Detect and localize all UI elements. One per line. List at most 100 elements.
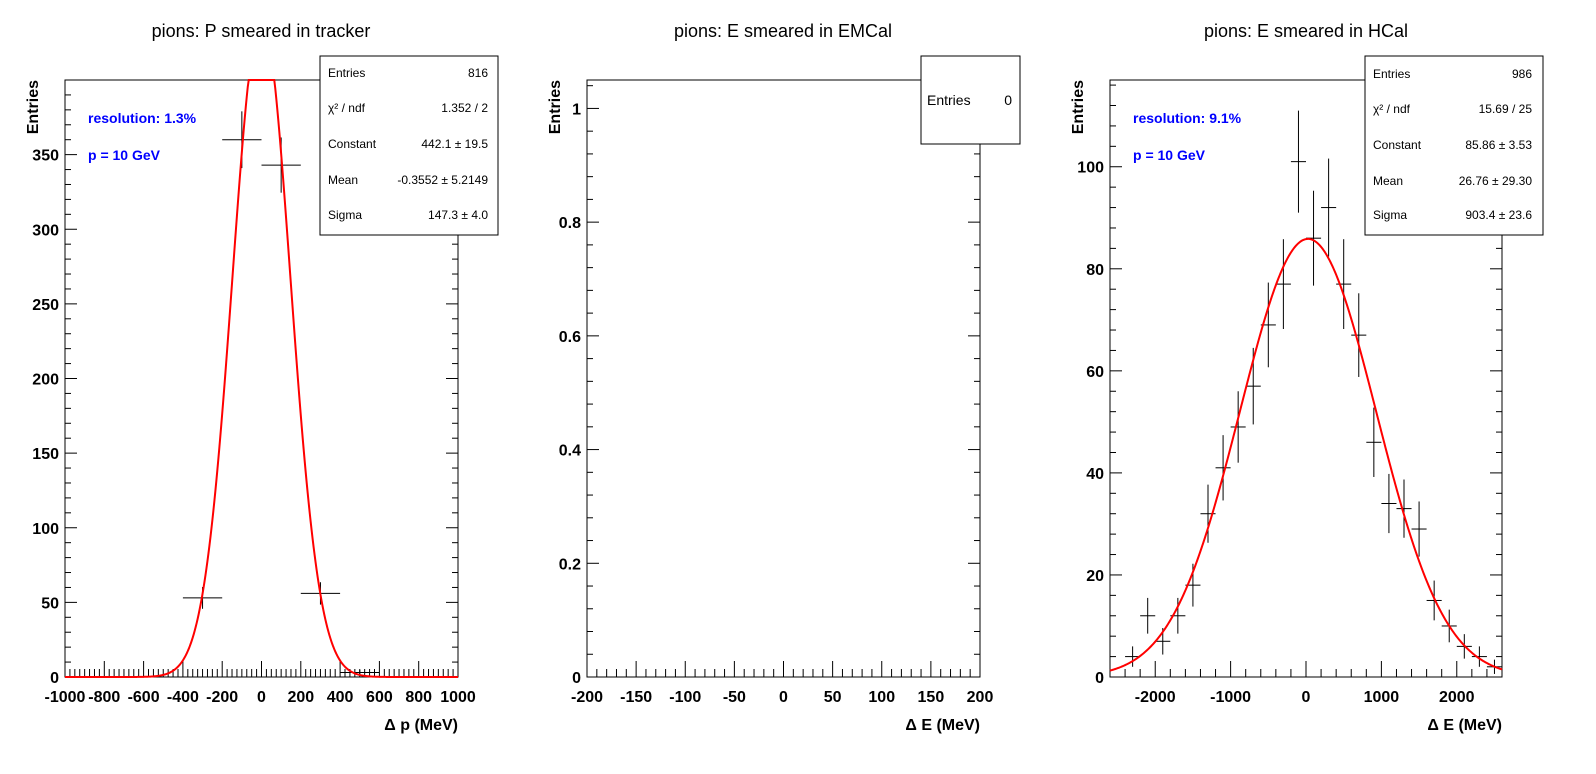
stat-label: Mean [1373, 174, 1403, 188]
stat-value: 85.86 ± 3.53 [1465, 138, 1532, 152]
y-tick-label: 300 [32, 222, 59, 239]
y-tick-label: 0.4 [559, 443, 581, 460]
y-tick-labels: 0 0.2 0.4 0.6 0.8 1 [559, 101, 581, 687]
y-tick-label: 0 [1095, 670, 1104, 687]
stats-box: Entries 986 χ² / ndf 15.69 / 25 Constant… [1364, 55, 1544, 236]
x-tick-label: 1000 [440, 689, 476, 706]
stat-label: χ² / ndf [328, 101, 366, 115]
y-tick-label: 250 [32, 297, 59, 314]
panel-emcal: pions: E smeared in EMCal -200 -150 -100 -5… [547, 21, 1021, 734]
y-tick-label: 0 [572, 670, 581, 687]
gaussian-fit-curve [1109, 237, 1503, 672]
y-axis-title: Entries [1070, 80, 1087, 134]
y-axis-title: Entries [547, 80, 564, 134]
x-axis-title: Δ p (MeV) [384, 717, 458, 734]
stat-value: 0 [1004, 92, 1012, 108]
stat-label: χ² / ndf [1373, 102, 1411, 116]
histogram-bin-marker [1321, 158, 1337, 257]
resolution-annotation: resolution: 1.3% [88, 110, 197, 126]
x-tick-labels: -2000 -1000 0 1000 2000 [1135, 689, 1475, 706]
y-tick-label: 150 [32, 446, 59, 463]
x-tick-label: 100 [868, 689, 895, 706]
y-tick-label: 0.8 [559, 215, 581, 232]
x-tick-label: 1000 [1364, 689, 1400, 706]
panel-title: pions: P smeared in tracker [152, 21, 371, 41]
y-tick-label: 40 [1086, 466, 1104, 483]
histogram-bin-marker [1396, 479, 1412, 538]
x-tick-label: 50 [824, 689, 842, 706]
histogram-bin-marker [1336, 239, 1352, 330]
stat-label: Entries [927, 92, 971, 108]
y-tick-labels: 0 20 40 60 80 100 [1077, 160, 1104, 687]
histogram-bin-marker [1366, 407, 1382, 477]
stat-label: Sigma [1373, 208, 1407, 222]
histogram-bin-marker [1215, 435, 1231, 501]
histogram-bin-marker [1411, 501, 1427, 557]
momentum-annotation: p = 10 GeV [1133, 147, 1206, 163]
stat-value: 1.352 / 2 [441, 101, 488, 115]
x-tick-label: 600 [366, 689, 393, 706]
y-axis-title: Entries [25, 80, 42, 134]
stat-value: 816 [468, 66, 488, 80]
y-tick-label: 200 [32, 372, 59, 389]
x-tick-label: -1000 [1210, 689, 1251, 706]
tick-marks [586, 85, 981, 678]
tick-marks [64, 94, 459, 678]
x-tick-label: -150 [620, 689, 652, 706]
x-tick-label: 0 [779, 689, 788, 706]
panel-title: pions: E smeared in EMCal [674, 21, 892, 41]
stat-label: Entries [1373, 67, 1410, 81]
histogram-bin-marker [1230, 391, 1246, 463]
histogram-bin-marker [1140, 597, 1156, 634]
histogram-bin-marker [1290, 110, 1306, 213]
x-axis-title: Δ E (MeV) [1427, 717, 1502, 734]
stat-value: 26.76 ± 29.30 [1459, 174, 1533, 188]
x-tick-label: -200 [571, 689, 603, 706]
momentum-annotation: p = 10 GeV [88, 147, 161, 163]
stat-value: 15.69 / 25 [1479, 102, 1533, 116]
stat-value: 442.1 ± 19.5 [421, 137, 488, 151]
stat-label: Sigma [328, 208, 362, 222]
histogram-bin-marker [1351, 293, 1367, 377]
y-tick-label: 0 [50, 670, 59, 687]
y-tick-label: 1 [572, 101, 581, 118]
stat-value: 147.3 ± 4.0 [428, 208, 488, 222]
y-tick-label: 0.2 [559, 556, 581, 573]
x-tick-label: -600 [128, 689, 160, 706]
x-tick-label: 200 [287, 689, 314, 706]
x-tick-label: 2000 [1439, 689, 1475, 706]
stats-box: Entries 816 χ² / ndf 1.352 / 2 Constant … [319, 55, 499, 236]
x-tick-label: -100 [669, 689, 701, 706]
x-tick-label: -1000 [45, 689, 86, 706]
y-tick-label: 100 [1077, 160, 1104, 177]
y-tick-labels: 0 50 100 150 200 250 300 350 [32, 148, 59, 687]
stats-box: Entries 0 [920, 55, 1021, 145]
x-tick-label: -800 [88, 689, 120, 706]
x-tick-label: -2000 [1135, 689, 1176, 706]
stats-box-frame [319, 55, 499, 236]
plot-frame [586, 79, 981, 678]
stat-label: Entries [328, 66, 365, 80]
x-tick-label: 0 [257, 689, 266, 706]
resolution-annotation: resolution: 9.1% [1133, 110, 1242, 126]
stats-box-frame [920, 55, 1021, 145]
histogram-bin-marker [1381, 473, 1397, 534]
x-tick-label: 800 [405, 689, 432, 706]
stat-value: -0.3552 ± 5.2149 [397, 173, 488, 187]
gaussian-fit-curve [65, 79, 458, 678]
x-tick-label: 400 [327, 689, 354, 706]
panel-hcal: pions: E smeared in HCal -2000 -1000 0 1000… [1070, 21, 1544, 734]
stat-value: 986 [1512, 67, 1532, 81]
x-tick-label: 0 [1302, 689, 1311, 706]
y-tick-label: 20 [1086, 568, 1104, 585]
y-tick-label: 80 [1086, 262, 1104, 279]
histogram-bin-marker [1125, 646, 1141, 667]
stat-label: Mean [328, 173, 358, 187]
x-tick-label: -400 [167, 689, 199, 706]
x-tick-label: 150 [918, 689, 945, 706]
x-axis-title: Δ E (MeV) [905, 717, 980, 734]
y-tick-label: 350 [32, 148, 59, 165]
stat-value: 903.4 ± 23.6 [1465, 208, 1532, 222]
x-tick-label: 200 [967, 689, 994, 706]
